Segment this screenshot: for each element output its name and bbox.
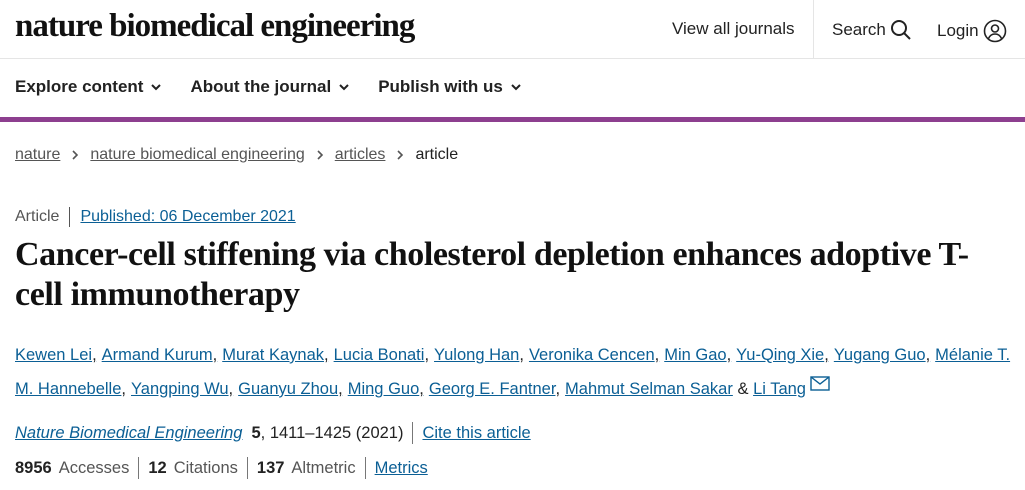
authors: Kewen LeiArmand KurumMurat KaynakLucia B… <box>15 338 1015 406</box>
metrics-link[interactable]: Metrics <box>374 458 428 477</box>
author-link[interactable]: Li Tang <box>753 380 806 398</box>
metric-label: Altmetric <box>291 458 356 477</box>
author-link[interactable]: Murat Kaynak <box>222 346 333 364</box>
search-button[interactable]: Search <box>832 19 912 41</box>
author-link[interactable]: Yangping Wu <box>131 380 238 398</box>
cite-link[interactable]: Cite this article <box>422 423 531 442</box>
metric-value: 8956 <box>15 458 52 477</box>
chevron-icon <box>317 150 323 160</box>
author-link[interactable]: Yulong Han <box>434 346 529 364</box>
conjunction: & <box>737 380 749 398</box>
chevron-icon <box>397 150 404 160</box>
metrics: 8956 Accesses 12 Citations 137 Altmetric Metri… <box>15 457 428 479</box>
separator <box>246 457 248 479</box>
author-link[interactable]: Lucia Bonati <box>334 346 434 364</box>
author-link[interactable]: Georg E. Fantner <box>429 380 565 398</box>
journals-link[interactable]: View all journals <box>672 19 795 39</box>
breadcrumb: article <box>415 146 459 163</box>
breadcrumb[interactable]: nature <box>15 146 61 163</box>
chevron-icon <box>72 150 79 160</box>
author-link[interactable]: Yugang Guo <box>834 346 935 364</box>
separator <box>138 457 140 479</box>
chevron-icon <box>339 84 349 91</box>
article-type: Article <box>15 208 60 225</box>
nav-item[interactable]: About the journal <box>190 77 350 97</box>
email-icon[interactable] <box>810 376 830 392</box>
nav-item[interactable]: Publish with us <box>378 77 522 97</box>
chevron-icon <box>511 84 521 91</box>
article-title: Cancer-cell stiffening via cholesterol d… <box>15 236 969 313</box>
author-link[interactable]: Armand Kurum <box>102 346 223 364</box>
separator <box>69 207 71 227</box>
author-link[interactable]: Min Gao <box>664 346 736 364</box>
article-meta: Article Published: 06 December 2021 <box>15 207 296 227</box>
breadcrumb[interactable]: articles <box>334 146 386 163</box>
separator <box>412 422 414 444</box>
accent-bar <box>0 117 1025 122</box>
volume: 5 <box>251 423 261 442</box>
metric-label: Accesses <box>58 458 130 477</box>
author-link[interactable]: Guanyu Zhou <box>238 380 348 398</box>
published-date[interactable]: Published: 06 December 2021 <box>80 208 296 225</box>
breadcrumbs: nature nature biomedical engineering artic… <box>15 146 458 164</box>
author-link[interactable]: Veronika Cencen <box>529 346 664 364</box>
link-text: Search <box>832 20 886 39</box>
breadcrumb[interactable]: nature biomedical engineering <box>90 146 305 163</box>
separator <box>813 0 814 58</box>
metric-value: 12 <box>148 458 167 477</box>
author-link[interactable]: Mahmut Selman Sakar <box>565 380 733 398</box>
header: nature biomedical engineering View all j… <box>0 0 1025 59</box>
metric-label: Citations <box>173 458 238 477</box>
link-text: View all journals <box>672 19 795 38</box>
chevron-icon <box>151 84 162 91</box>
journal-link[interactable]: Nature Biomedical Engineering <box>15 423 243 442</box>
metric-value: 137 <box>256 458 285 477</box>
author-link[interactable]: Kewen Lei <box>15 346 102 364</box>
author-link[interactable]: Ming Guo <box>348 380 429 398</box>
link-text: Login <box>937 21 979 40</box>
nav-label: About the journal <box>190 77 332 96</box>
citation: Nature Biomedical Engineering 5 , 1411–1… <box>15 422 531 444</box>
logo[interactable]: nature biomedical engineering <box>15 8 415 44</box>
nav-label: Publish with us <box>378 77 503 96</box>
separator <box>364 457 366 479</box>
user-icon <box>983 19 1006 43</box>
nav-item[interactable]: Explore content <box>15 77 162 97</box>
login-button[interactable]: Login <box>937 19 1007 43</box>
author-link[interactable]: Yu-Qing Xie <box>736 346 834 364</box>
pages: , 1411–1425 (2021) <box>260 423 404 442</box>
search-icon <box>890 20 911 40</box>
nav-label: Explore content <box>15 77 144 96</box>
nav: Explore content About the journal Publish … <box>15 77 522 97</box>
